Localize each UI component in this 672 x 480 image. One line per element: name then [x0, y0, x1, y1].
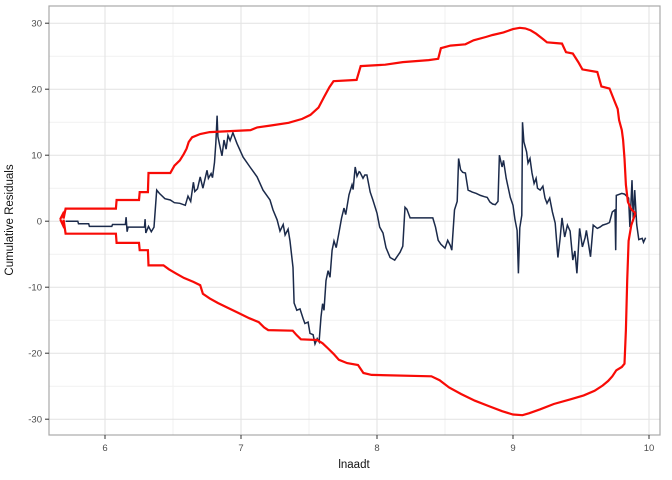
grid-major-lines	[49, 6, 660, 435]
cumulative-residuals-line	[65, 115, 647, 347]
axis-ticks-and-labels: 6 7 8 9 10 -30 -20 -10 0 10 20 30	[28, 19, 654, 454]
y-tick-label: 0	[37, 217, 42, 228]
envelope-upper-bound	[59, 26, 637, 220]
grid-minor-lines	[49, 6, 660, 435]
envelope-lower-bound	[59, 212, 637, 417]
x-tick-label: 7	[238, 443, 243, 454]
y-axis-title: Cumulative Residuals	[4, 164, 16, 275]
y-tick-label: -10	[28, 283, 42, 294]
panel-border	[48, 5, 661, 436]
y-tick-label: 10	[31, 151, 42, 162]
y-tick-label: 30	[31, 19, 42, 30]
panel-border-rect	[48, 5, 661, 436]
x-tick-label: 6	[102, 443, 107, 454]
x-tick-label: 10	[644, 443, 655, 454]
x-axis-title: lnaadt	[338, 459, 370, 471]
x-tick-label: 9	[510, 443, 515, 454]
data-series	[59, 26, 647, 417]
y-tick-label: 20	[31, 85, 42, 96]
x-tick-label: 8	[374, 443, 379, 454]
y-tick-label: -20	[28, 349, 42, 360]
y-tick-label: -30	[28, 415, 42, 426]
